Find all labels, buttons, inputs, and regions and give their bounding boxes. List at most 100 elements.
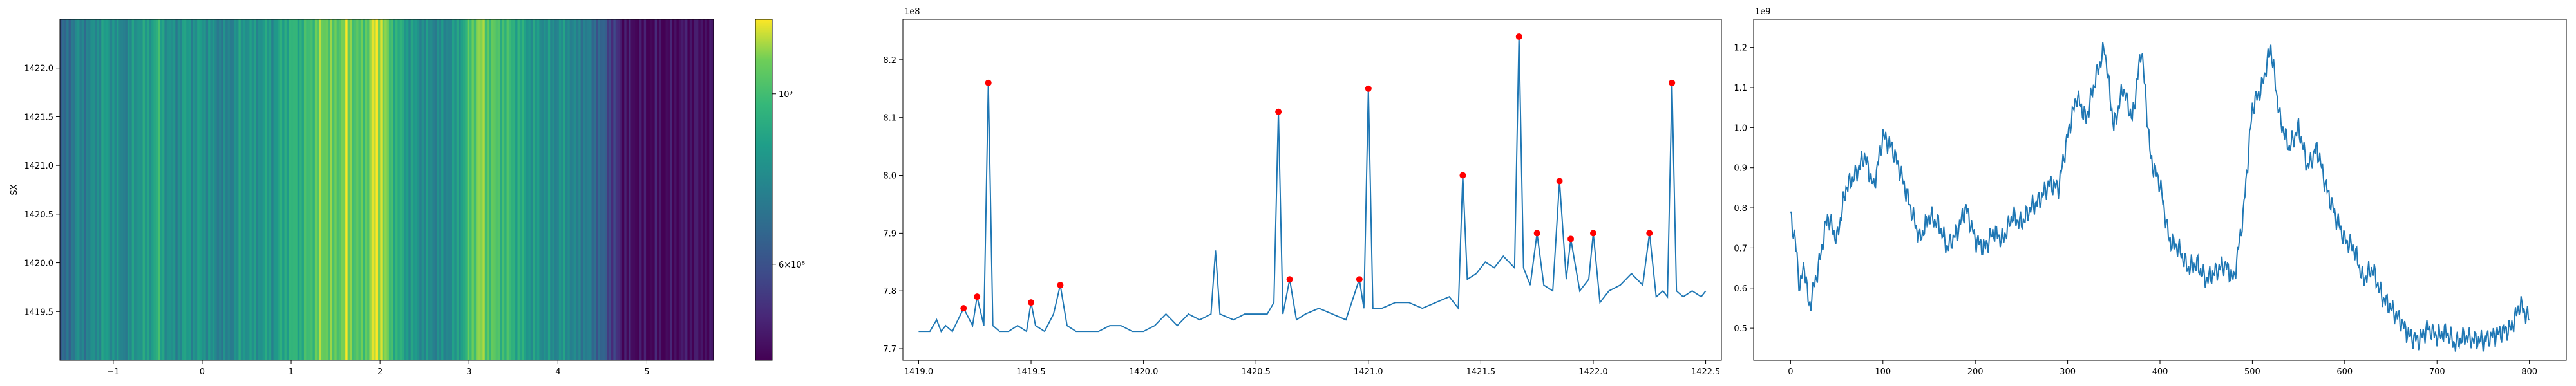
peak-marker xyxy=(1356,276,1363,283)
heatmap-column xyxy=(182,19,185,360)
heatmap-column xyxy=(395,19,399,360)
heatmap-column xyxy=(476,19,479,360)
heatmap-column xyxy=(561,19,564,360)
heatmap-column xyxy=(330,19,333,360)
heatmap-column xyxy=(550,19,553,360)
timeseries-x-tick-label: 800 xyxy=(2521,367,2537,377)
heatmap-column xyxy=(596,19,599,360)
heatmap-frame xyxy=(59,19,714,361)
heatmap-column xyxy=(517,19,520,360)
heatmap-column xyxy=(375,19,379,360)
heatmap-column xyxy=(278,19,281,360)
heatmap-column xyxy=(618,19,621,360)
spectrum-peaks xyxy=(960,33,1676,312)
heatmap-column xyxy=(430,19,433,360)
heatmap-column xyxy=(632,19,636,360)
heatmap-column xyxy=(184,19,187,360)
heatmap-column xyxy=(410,19,413,360)
heatmap-column xyxy=(705,19,708,360)
heatmap-column xyxy=(369,19,372,360)
heatmap-column xyxy=(360,19,363,360)
heatmap-column xyxy=(271,19,274,360)
heatmap-column xyxy=(629,19,632,360)
heatmap-column xyxy=(533,19,536,360)
heatmap-column xyxy=(319,19,322,360)
heatmap-column xyxy=(317,19,320,360)
heatmap-column xyxy=(164,19,167,360)
heatmap-column xyxy=(103,19,106,360)
heatmap-column xyxy=(484,19,488,360)
heatmap-column xyxy=(153,19,156,360)
timeseries-y-tick-label: 1.2 xyxy=(1734,44,1747,53)
heatmap-column xyxy=(397,19,401,360)
timeseries-y-tick-label: 1.1 xyxy=(1734,84,1747,93)
heatmap-column xyxy=(652,19,656,360)
heatmap-column xyxy=(97,19,100,360)
heatmap-column xyxy=(325,19,328,360)
heatmap-column xyxy=(114,19,117,360)
heatmap-column xyxy=(674,19,677,360)
heatmap-column xyxy=(205,19,209,360)
heatmap-column xyxy=(646,19,649,360)
peak-marker xyxy=(974,293,981,300)
heatmap-column xyxy=(197,19,200,360)
heatmap-column xyxy=(556,19,560,360)
heatmap-column xyxy=(129,19,133,360)
heatmap-column xyxy=(210,19,213,360)
heatmap-column xyxy=(303,19,307,360)
heatmap-column xyxy=(175,19,178,360)
heatmap-column xyxy=(267,19,270,360)
heatmap-column xyxy=(489,19,492,360)
heatmap-column xyxy=(703,19,706,360)
heatmap-column xyxy=(62,19,65,360)
timeseries-line xyxy=(1790,42,2530,352)
peak-marker xyxy=(1459,172,1466,179)
heatmap-column xyxy=(539,19,542,360)
heatmap-column xyxy=(530,19,533,360)
heatmap-column xyxy=(424,19,426,360)
heatmap-column xyxy=(295,19,298,360)
timeseries-x-tick-label: 300 xyxy=(2060,367,2076,377)
heatmap-column xyxy=(243,19,246,360)
heatmap-column xyxy=(654,19,658,360)
heatmap-column xyxy=(415,19,418,360)
heatmap-x-tick-label: 2 xyxy=(377,367,383,377)
heatmap-column xyxy=(314,19,317,360)
heatmap-column xyxy=(689,19,692,360)
heatmap-column xyxy=(480,19,483,360)
timeseries-y-tick-label: 0.7 xyxy=(1734,244,1747,253)
heatmap-column xyxy=(434,19,437,360)
heatmap-column xyxy=(358,19,361,360)
heatmap-column xyxy=(123,19,126,360)
heatmap-column xyxy=(299,19,303,360)
timeseries-x-ticks: 0 100 200 300 400 500 600 700 800 xyxy=(1788,360,2537,377)
heatmap-column xyxy=(600,19,603,360)
heatmap-column xyxy=(225,19,229,360)
heatmap-column xyxy=(186,19,189,360)
heatmap-column xyxy=(504,19,507,360)
heatmap-column xyxy=(495,19,498,360)
heatmap-column xyxy=(127,19,130,360)
heatmap-column xyxy=(515,19,518,360)
heatmap-column xyxy=(386,19,390,360)
heatmap-column xyxy=(75,19,78,360)
heatmap-column xyxy=(212,19,215,360)
heatmap-column xyxy=(374,19,377,360)
heatmap-column xyxy=(399,19,402,360)
heatmap-column xyxy=(95,19,98,360)
heatmap-column xyxy=(384,19,388,360)
heatmap-column xyxy=(245,19,248,360)
heatmap-x-tick-label: 3 xyxy=(466,367,471,377)
heatmap-column xyxy=(214,19,218,360)
peak-marker xyxy=(1028,299,1035,306)
heatmap-column xyxy=(630,19,634,360)
heatmap-column xyxy=(615,19,618,360)
peak-marker xyxy=(1365,85,1372,92)
heatmap-column xyxy=(665,19,668,360)
heatmap-column xyxy=(639,19,642,360)
colorbar-tick-label: 6×10⁸ xyxy=(779,261,805,270)
heatmap-column xyxy=(293,19,296,360)
heatmap-column xyxy=(138,19,141,360)
heatmap-column xyxy=(694,19,697,360)
timeseries-y-tick-label: 0.6 xyxy=(1734,284,1747,294)
